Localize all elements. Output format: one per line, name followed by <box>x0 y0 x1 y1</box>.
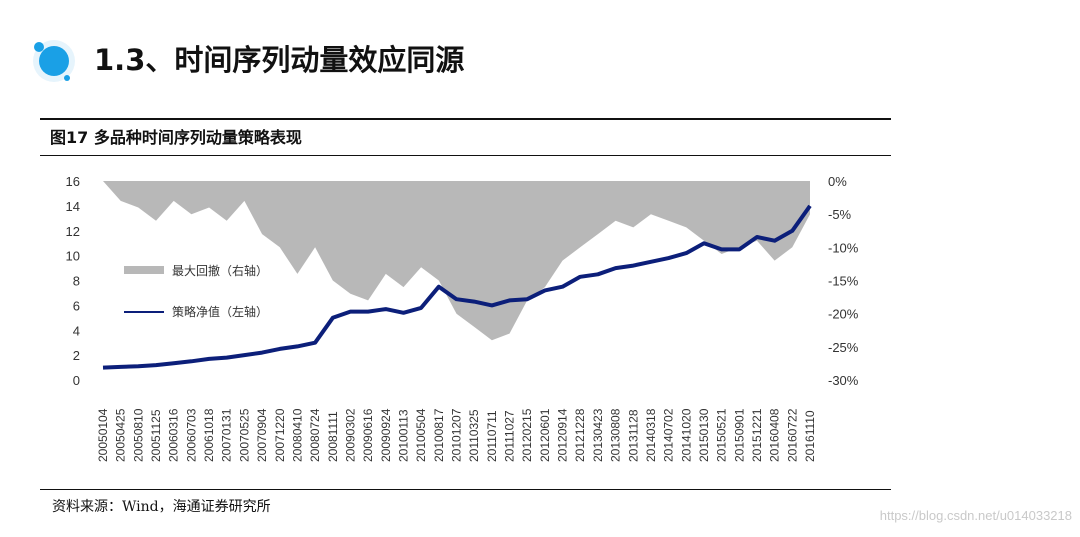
x-tick-5: 20060703 <box>184 408 198 462</box>
right-tick-4: -20% <box>828 307 859 322</box>
x-tick-36: 20150901 <box>732 408 746 462</box>
legend-label-nav: 策略净值（左轴） <box>172 304 268 319</box>
right-tick-3: -15% <box>828 274 859 289</box>
circle-logo-icon <box>33 40 75 82</box>
right-tick-5: -25% <box>828 340 859 355</box>
page-title: 1.3、时间序列动量效应同源 <box>94 43 465 77</box>
x-tick-37: 20151221 <box>750 408 764 462</box>
x-tick-27: 20121228 <box>573 408 587 462</box>
x-tick-35: 20150521 <box>715 408 729 462</box>
x-tick-19: 20100817 <box>432 408 446 462</box>
figure-title-rule <box>40 155 891 156</box>
x-tick-1: 20050425 <box>114 408 128 462</box>
figure-title: 图17 多品种时间序列动量策略表现 <box>50 128 302 147</box>
right-tick-1: -5% <box>828 207 852 222</box>
legend-label-drawdown: 最大回撤（右轴） <box>172 263 268 278</box>
x-tick-7: 20070131 <box>220 408 234 462</box>
legend-swatch-drawdown <box>124 266 164 274</box>
x-tick-10: 20071220 <box>273 408 287 462</box>
x-tick-24: 20120215 <box>520 408 534 462</box>
x-tick-25: 20120601 <box>538 408 552 462</box>
left-tick-3: 6 <box>73 298 80 313</box>
x-tick-40: 20161110 <box>803 410 817 462</box>
x-tick-9: 20070904 <box>255 408 269 462</box>
x-tick-11: 20080410 <box>290 408 304 462</box>
x-tick-13: 20081111 <box>326 411 340 462</box>
right-tick-0: 0% <box>828 174 847 189</box>
x-tick-12: 20080724 <box>308 408 322 462</box>
x-tick-2: 20050810 <box>131 408 145 462</box>
x-tick-26: 20120914 <box>556 408 570 462</box>
x-tick-15: 20090616 <box>361 408 375 462</box>
drawdown-area <box>103 181 810 341</box>
x-tick-31: 20140318 <box>644 408 658 462</box>
x-tick-33: 20141020 <box>679 408 693 462</box>
x-tick-30: 20131128 <box>626 409 640 462</box>
x-tick-18: 20100504 <box>414 408 428 462</box>
x-tick-23: 20111027 <box>503 410 517 462</box>
x-tick-38: 20160408 <box>768 408 782 462</box>
x-tick-8: 20070525 <box>237 408 251 462</box>
figure-bottom-rule <box>40 489 891 490</box>
left-tick-8: 16 <box>66 174 80 189</box>
left-tick-5: 10 <box>66 249 80 264</box>
x-tick-39: 20160722 <box>785 408 799 462</box>
figure-top-rule <box>40 118 891 120</box>
x-tick-16: 20090924 <box>379 408 393 462</box>
x-tick-6: 20061018 <box>202 408 216 462</box>
left-tick-4: 8 <box>73 274 80 289</box>
x-tick-14: 20090302 <box>343 408 357 462</box>
x-tick-34: 20150130 <box>697 408 711 462</box>
x-tick-32: 20140702 <box>662 408 676 462</box>
watermark: https://blog.csdn.net/u014033218 <box>879 508 1072 523</box>
left-tick-6: 12 <box>66 224 80 239</box>
nav-line <box>102 204 812 370</box>
x-tick-20: 20101207 <box>450 408 464 462</box>
x-tick-22: 20110711 <box>485 410 499 462</box>
right-tick-2: -10% <box>828 240 859 255</box>
x-tick-0: 20050104 <box>96 408 110 462</box>
x-tick-4: 20060316 <box>167 408 181 462</box>
right-tick-6: -30% <box>828 373 859 388</box>
left-tick-1: 2 <box>73 348 80 363</box>
x-tick-3: 20051125 <box>149 409 163 462</box>
x-tick-28: 20130423 <box>591 408 605 462</box>
source-note: 资料来源：Wind，海通证券研究所 <box>52 499 271 515</box>
x-tick-21: 20110325 <box>467 409 481 462</box>
x-tick-29: 20130808 <box>609 408 623 462</box>
left-tick-0: 0 <box>73 373 80 388</box>
left-tick-7: 14 <box>66 199 80 214</box>
x-tick-17: 20100113 <box>396 409 410 462</box>
left-tick-2: 4 <box>73 323 80 338</box>
